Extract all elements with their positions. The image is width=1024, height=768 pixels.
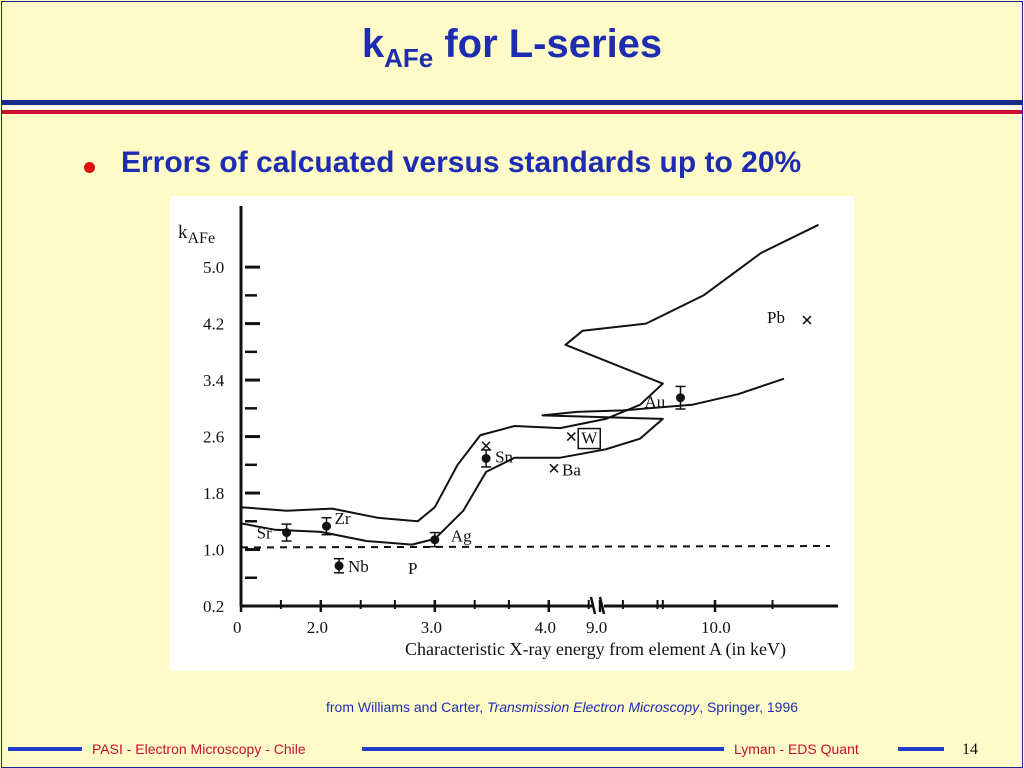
x-tick-label: 9.0 [586,618,607,637]
measured-point [676,393,685,403]
y-tick-label: 4.2 [203,315,224,334]
series-curve [240,223,819,523]
calculated-point-label: Ba [562,460,581,479]
series-curve [240,377,785,546]
footer-rule-middle [362,747,724,751]
annotation-p: P [408,559,417,578]
bullet-text: Errors of calcuated versus standards up … [121,146,802,179]
calculated-point-cross [566,432,576,442]
calculated-point-label: Pb [767,308,785,327]
x-tick-layer: 0 2.0 3.0 4.0 9.0 10.0 [233,600,774,637]
title-rule-red [2,110,1022,114]
axis-break-mark-left [589,596,597,615]
measured-point [282,528,292,538]
citation: from Williams and Carter, Transmission E… [326,699,798,715]
page-number: 14 [962,741,978,758]
x-tick-label: 0 [233,618,242,637]
calculated-point-cross [549,463,559,473]
footer-right-text: Lyman - EDS Quant [734,741,859,757]
calculated-point-label: W [581,429,598,448]
footer-rule-left [8,747,82,751]
citation-suffix: , Springer, 1996 [699,699,799,715]
x-tick-label: 4.0 [535,618,556,637]
measured-point [334,561,344,571]
title-rest: for L-series [433,22,663,66]
y-tick-layer: 5.0 4.2 3.4 2.6 1.8 1.0 0.2 [203,258,260,616]
measured-point [481,453,491,463]
point-label: Sn [495,447,513,466]
curve-layer [240,223,831,549]
footer-left-text: PASI - Electron Microscopy - Chile [92,741,306,757]
y-tick-label: 1.0 [203,541,224,560]
axes-layer: kAFe Characteristic X-ray energy from el… [178,206,838,660]
footer-rule-right [898,747,944,751]
slide-title: kAFe for L-series [0,22,1024,73]
point-layer: Sr Zr Nb Ag Sn Au Pb WBa [257,308,812,576]
y-tick-label: 2.6 [203,428,224,447]
y-tick-label: 3.4 [203,371,225,390]
label-box [577,427,601,450]
point-label: Sr [257,524,272,543]
y-axis-label: kAFe [178,222,215,247]
axis-break-mark-right [598,596,606,615]
chart-panel: kAFe Characteristic X-ray energy from el… [170,196,854,671]
title-k: k [361,22,385,66]
y-tick-label: 1.8 [203,484,224,503]
title-subscript: AFe [384,43,434,73]
citation-prefix: from Williams and Carter, [326,699,488,715]
kafe-chart: kAFe Characteristic X-ray energy from el… [178,206,838,660]
point-label: Zr [335,509,351,528]
title-rule-navy [2,100,1022,105]
point-label: Ag [451,527,472,546]
x-tick-label: 10.0 [701,618,731,637]
title-rule-white [2,106,1022,109]
x-tick-label: 3.0 [421,618,442,637]
x-tick-label: 2.0 [307,618,328,637]
bullet-dot [84,162,95,173]
calculated-point-cross [481,441,491,451]
x-axis-label: Characteristic X-ray energy from element… [405,639,786,660]
point-label: Au [645,393,666,412]
y-tick-label: 5.0 [203,258,224,277]
measured-point [322,521,331,531]
calculated-point-cross [802,315,812,325]
citation-title: Transmission Electron Microscopy [487,699,700,715]
measured-point [430,535,440,545]
reference-line-k1 [240,545,831,549]
y-tick-label: 0.2 [203,597,224,616]
point-label: Nb [348,557,369,576]
